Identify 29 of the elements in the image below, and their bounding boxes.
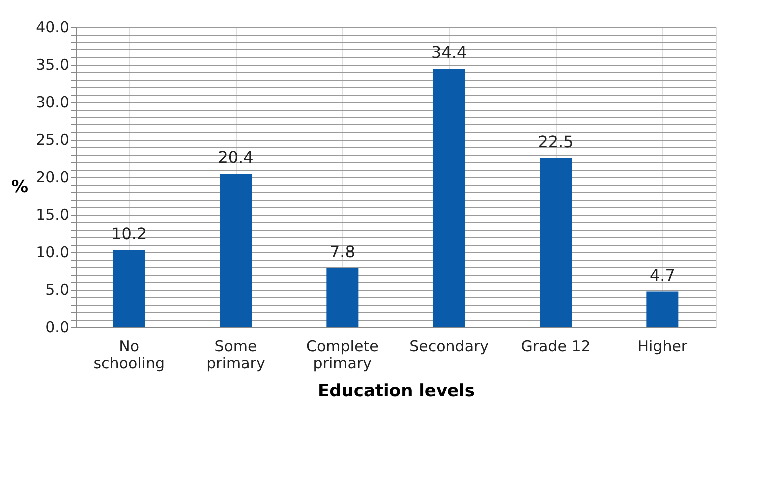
y-tick-label: 5.0 — [46, 281, 70, 299]
data-label: 7.8 — [330, 242, 356, 262]
y-tick-label: 25.0 — [36, 131, 70, 149]
x-tick-label: Complete primary — [306, 338, 379, 372]
data-label: 34.4 — [432, 43, 468, 62]
x-tick-label: Some primary — [206, 338, 266, 372]
y-tick-label: 15.0 — [36, 206, 70, 224]
y-tick-label: 0.0 — [46, 318, 70, 336]
bar — [646, 292, 679, 327]
data-label: 22.5 — [538, 132, 574, 152]
bar — [540, 158, 572, 327]
data-label: 20.4 — [218, 148, 254, 167]
y-tick-label: 20.0 — [36, 168, 70, 186]
y-axis-title: % — [11, 178, 28, 198]
y-tick-label: 35.0 — [36, 56, 70, 74]
bar — [220, 174, 252, 327]
x-axis-title: Education levels — [318, 382, 476, 402]
bar — [326, 268, 359, 327]
x-tick-label: No schooling — [94, 338, 165, 372]
data-label: 10.2 — [112, 224, 148, 244]
y-tick-label: 40.0 — [36, 18, 70, 36]
x-tick-label: Grade 12 — [521, 338, 591, 356]
bar — [113, 250, 146, 327]
x-tick-label: Higher — [638, 338, 688, 356]
y-tick-label: 10.0 — [36, 244, 70, 262]
bar — [433, 69, 466, 327]
data-label: 4.7 — [650, 266, 676, 285]
y-tick-label: 30.0 — [36, 94, 70, 112]
x-tick-label: Secondary — [410, 338, 490, 356]
